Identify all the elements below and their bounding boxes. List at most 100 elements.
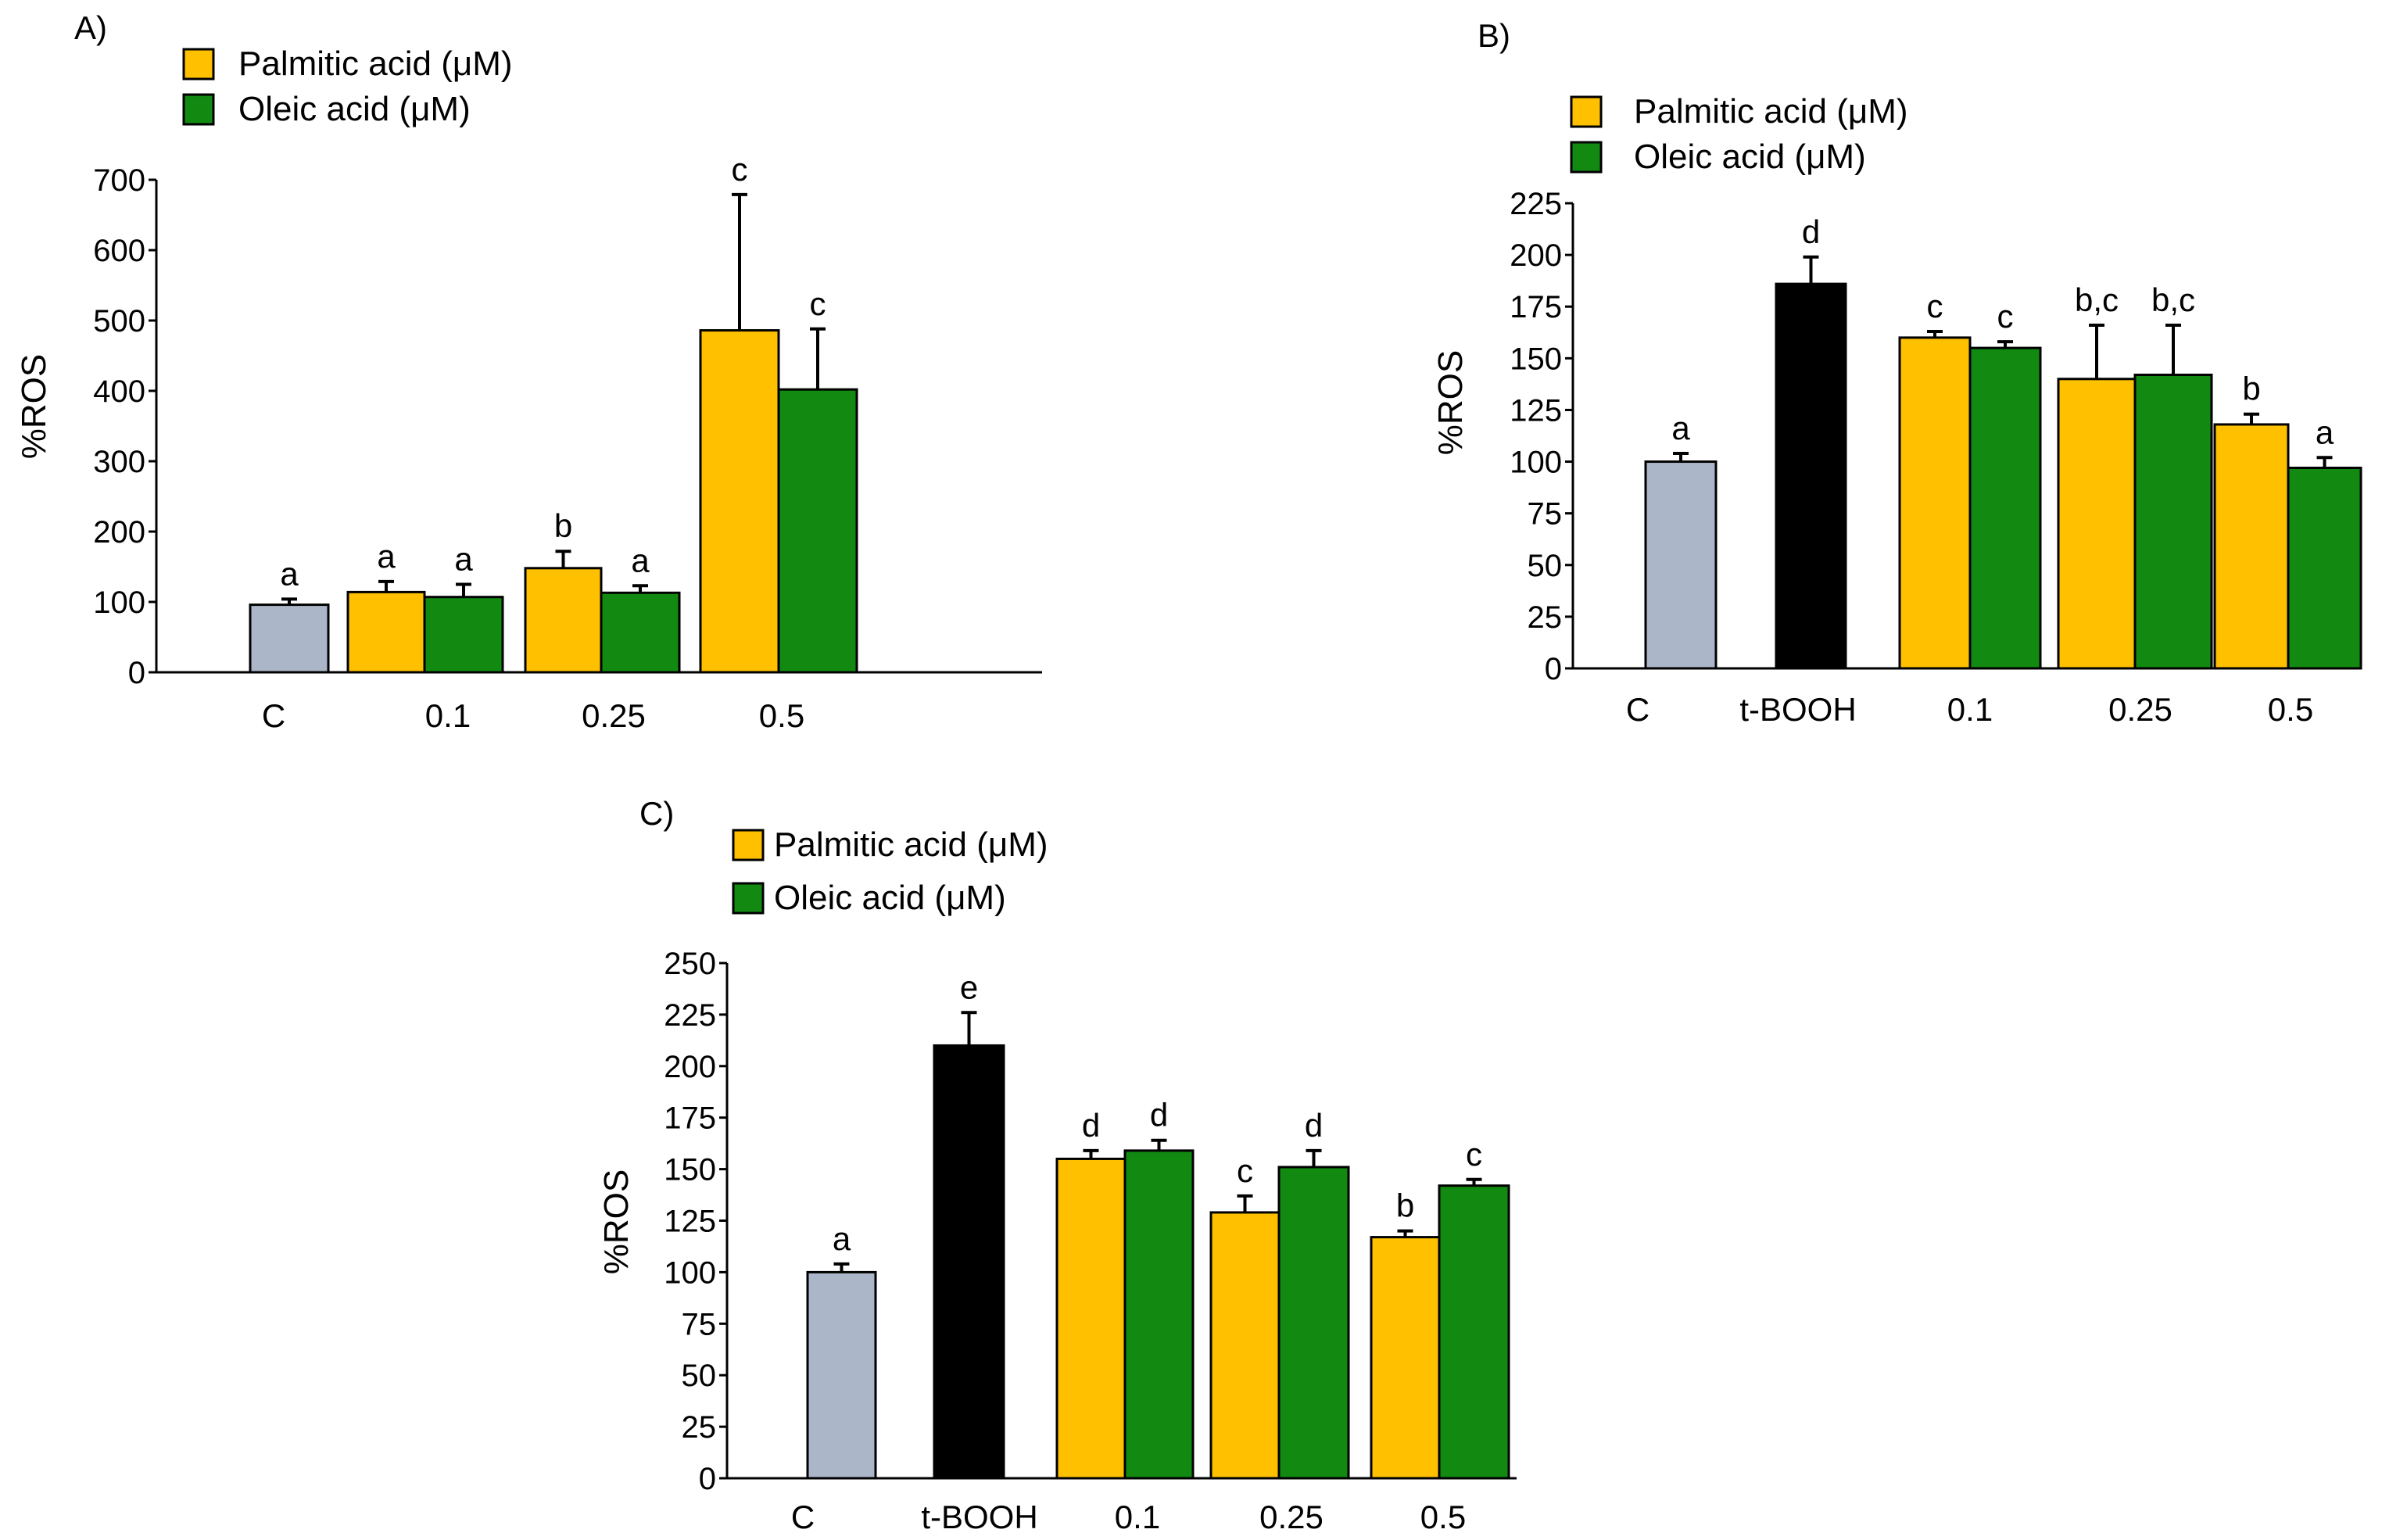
x-tick-label: 0.25 — [2108, 691, 2172, 728]
significance-letter: c — [1466, 1136, 1482, 1173]
significance-letter: d — [1802, 213, 1820, 250]
bar — [524, 567, 603, 674]
y-tick-label: 25 — [682, 1410, 717, 1445]
significance-letter: c — [732, 151, 748, 188]
legend-label: Oleic acid (μM) — [1634, 138, 1866, 176]
bar — [1644, 460, 1718, 670]
legend-swatch — [732, 829, 765, 861]
x-tick-label: C — [791, 1499, 815, 1535]
y-tick-label: 600 — [93, 234, 145, 268]
y-tick-label: 75 — [682, 1307, 717, 1341]
panel-label: A) — [74, 9, 107, 46]
y-tick-label: 300 — [93, 445, 145, 479]
y-tick-label: 0 — [699, 1462, 716, 1496]
significance-letter: a — [377, 538, 396, 575]
legend-label: Oleic acid (μM) — [774, 879, 1006, 917]
significance-letter: a — [631, 542, 650, 578]
y-tick-label: 200 — [664, 1050, 716, 1084]
bar — [1775, 282, 1847, 670]
bar — [933, 1044, 1005, 1480]
x-tick-label: 0.5 — [1420, 1499, 1466, 1535]
bar — [1123, 1149, 1195, 1480]
x-tick-label: t-BOOH — [1739, 691, 1856, 728]
legend-label: Palmitic acid (μM) — [774, 826, 1048, 864]
y-tick-label: 175 — [1510, 290, 1562, 324]
bar — [1898, 336, 1972, 670]
y-tick-label: 500 — [93, 304, 145, 338]
significance-letter: b,c — [2075, 281, 2119, 318]
legend-swatch — [182, 48, 215, 81]
x-tick-label: 0.25 — [582, 697, 646, 734]
significance-letter: a — [280, 555, 299, 592]
panel-a-chart: A) Palmitic acid (μM) Oleic acid (μM) %ROS 0… — [15, 9, 1042, 734]
legend-label: Oleic acid (μM) — [238, 90, 471, 128]
y-tick-label: 50 — [1528, 549, 1563, 583]
bar — [1968, 346, 2042, 670]
y-axis-label: %ROS — [15, 354, 53, 459]
bar — [2213, 423, 2290, 670]
bar — [2133, 373, 2213, 670]
significance-letter: a — [2316, 414, 2334, 450]
bar — [1209, 1211, 1281, 1480]
bar — [600, 591, 681, 674]
significance-letter: e — [960, 969, 978, 1005]
y-axis-label: %ROS — [597, 1169, 636, 1274]
y-tick-label: 100 — [1510, 446, 1562, 480]
panel-label: B) — [1478, 17, 1510, 54]
significance-letter: d — [1305, 1107, 1323, 1144]
panel-c-chart: C) Palmitic acid (μM) Oleic acid (μM) %ROS 0… — [597, 795, 1517, 1535]
significance-letter: a — [833, 1220, 851, 1257]
significance-letter: a — [454, 541, 473, 578]
y-tick-label: 75 — [1528, 497, 1563, 532]
x-tick-label: 0.5 — [759, 697, 804, 734]
y-tick-label: 25 — [1528, 600, 1563, 635]
y-tick-label: 225 — [664, 998, 716, 1033]
bar — [2287, 466, 2362, 670]
legend-swatch — [1570, 95, 1603, 128]
significance-letter: d — [1082, 1107, 1100, 1144]
x-tick-label: C — [1626, 691, 1649, 728]
panel-b-chart: B) Palmitic acid (μM) Oleic acid (μM) %ROS 0… — [1431, 17, 2362, 728]
legend-label: Palmitic acid (μM) — [238, 45, 513, 83]
y-tick-label: 50 — [682, 1359, 717, 1393]
bar — [806, 1270, 877, 1480]
y-tick-label: 100 — [93, 586, 145, 620]
y-tick-label: 0 — [1545, 652, 1562, 686]
y-tick-label: 250 — [664, 947, 716, 981]
bar — [2057, 378, 2137, 670]
y-tick-label: 150 — [664, 1153, 716, 1187]
significance-letter: c — [1927, 288, 1943, 324]
significance-letter: b — [554, 507, 572, 544]
bar — [1438, 1184, 1510, 1480]
significance-letter: c — [1997, 298, 2014, 335]
bar — [777, 388, 858, 674]
bar — [699, 329, 780, 674]
x-tick-label: 0.25 — [1259, 1499, 1324, 1535]
significance-letter: a — [1671, 410, 1690, 446]
significance-letter: d — [1150, 1097, 1168, 1134]
bar — [1055, 1157, 1127, 1480]
bar — [423, 596, 504, 674]
x-tick-label: 0.5 — [2268, 691, 2313, 728]
y-tick-label: 700 — [93, 163, 145, 198]
significance-letter: b,c — [2151, 281, 2195, 318]
legend-label: Palmitic acid (μM) — [1634, 92, 1908, 131]
y-tick-label: 125 — [1510, 393, 1562, 428]
y-tick-label: 200 — [93, 515, 145, 550]
y-tick-label: 125 — [664, 1205, 716, 1239]
y-tick-label: 100 — [664, 1255, 716, 1290]
x-tick-label: C — [262, 697, 285, 734]
x-tick-label: 0.1 — [1115, 1499, 1160, 1535]
significance-letter: c — [810, 285, 826, 322]
legend-swatch — [182, 93, 215, 126]
significance-letter: b — [2242, 371, 2260, 407]
y-tick-label: 200 — [1510, 238, 1562, 273]
legend-swatch — [732, 882, 765, 915]
x-tick-label: 0.1 — [425, 697, 471, 734]
bar — [346, 590, 426, 674]
x-tick-label: t-BOOH — [921, 1499, 1037, 1535]
significance-letter: b — [1396, 1187, 1414, 1224]
legend-swatch — [1570, 141, 1603, 174]
y-tick-label: 0 — [128, 656, 145, 690]
